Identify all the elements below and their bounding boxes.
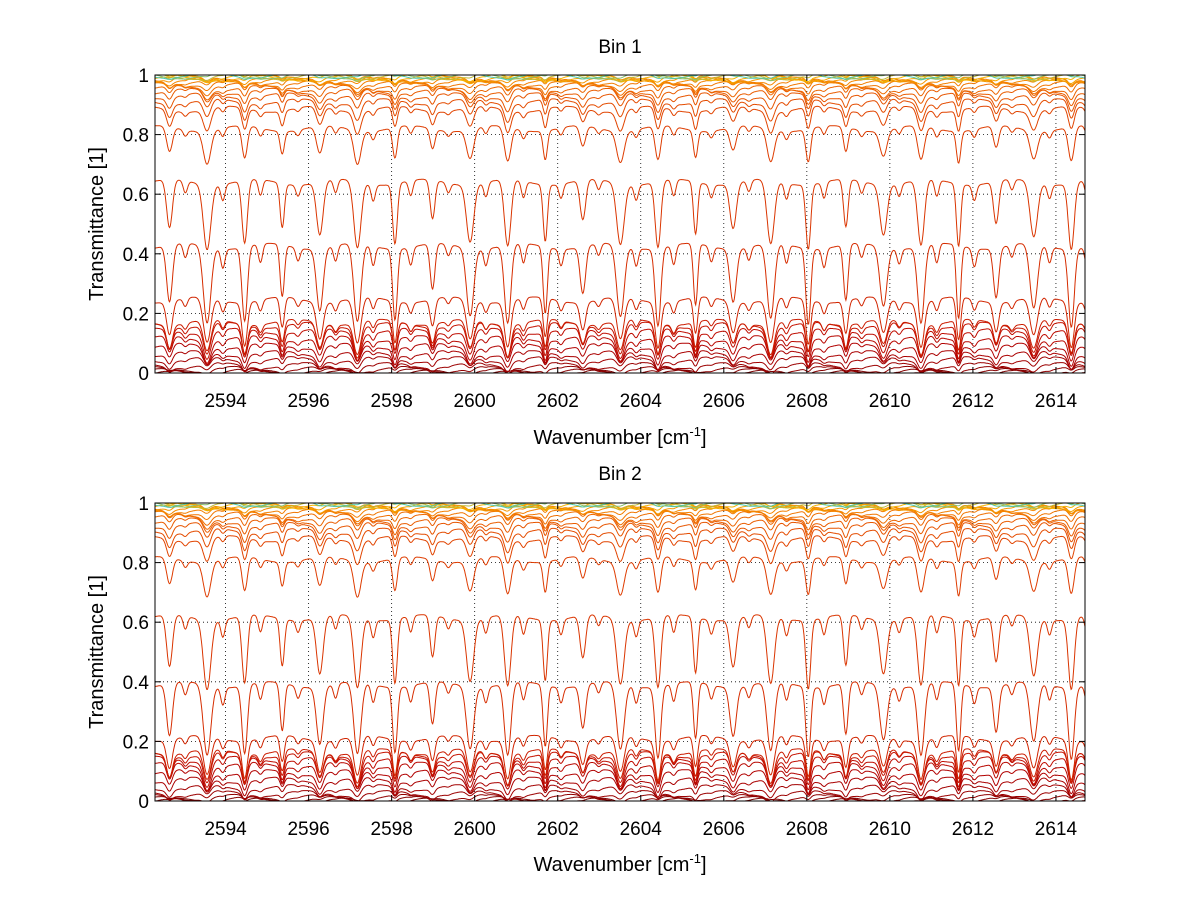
x-tick-label: 2602 xyxy=(537,819,579,840)
x-tick-label: 2608 xyxy=(786,391,828,412)
x-tick-label: 2606 xyxy=(703,391,745,412)
series-line xyxy=(154,751,1086,788)
x-tick-label: 2598 xyxy=(371,819,413,840)
x-axis-label-main: Wavenumber [cm xyxy=(533,854,689,876)
x-tick-label: 2596 xyxy=(287,391,329,412)
series-line xyxy=(154,784,1086,801)
series-line xyxy=(154,105,1086,135)
y-tick-label: 0.2 xyxy=(123,732,149,753)
series-line xyxy=(154,335,1086,364)
series-line xyxy=(154,242,1086,329)
x-tick-label: 2596 xyxy=(287,819,329,840)
series-line xyxy=(155,503,1085,515)
series-line xyxy=(154,681,1086,761)
chart-title: Bin 2 xyxy=(598,464,641,485)
x-tick-label: 2608 xyxy=(786,819,828,840)
x-tick-label: 2600 xyxy=(454,391,496,412)
series-line xyxy=(154,84,1086,102)
series-line xyxy=(154,769,1086,795)
x-tick-label: 2602 xyxy=(537,391,579,412)
y-tick-label: 0.8 xyxy=(123,126,149,147)
x-tick-label: 2614 xyxy=(1035,819,1078,840)
subplot-bin-2: Bin 2 2594 2596 2598 2600 2602 2604 2606 2608 26… xyxy=(86,464,1086,876)
series-line xyxy=(154,321,1086,359)
series-line xyxy=(154,362,1086,374)
x-tick-label: 2610 xyxy=(869,391,911,412)
x-tick-label: 2598 xyxy=(371,391,413,412)
series-line xyxy=(154,527,1086,554)
series-line xyxy=(154,318,1086,359)
y-tick-label: 0.2 xyxy=(123,304,149,325)
series-line xyxy=(154,356,1086,373)
series-line xyxy=(154,78,1086,91)
series-line xyxy=(155,734,1086,782)
y-ticks: 0 0.2 0.4 0.6 0.8 1 xyxy=(123,66,1085,385)
x-axis-label-superscript: -1 xyxy=(689,424,701,439)
x-ticks: 2594 2596 2598 2600 2602 2604 2606 2608 2610 2612… xyxy=(204,503,1077,840)
series-line xyxy=(155,92,1086,114)
x-axis-label-end: ] xyxy=(701,427,707,449)
x-axis-label-end: ] xyxy=(701,854,707,876)
x-tick-label: 2604 xyxy=(620,819,663,840)
series-line xyxy=(155,776,1086,798)
x-tick-label: 2594 xyxy=(204,819,247,840)
y-tick-label: 0.6 xyxy=(123,613,149,634)
series-line xyxy=(155,556,1086,598)
subplot-bin-1: Bin 1 2594 2596 2598 2600 2602 2604 2606 2608 26… xyxy=(86,37,1086,449)
series-line xyxy=(154,535,1086,566)
series-line xyxy=(155,755,1086,789)
series-line xyxy=(154,517,1086,537)
series-line xyxy=(155,350,1086,371)
x-axis-label: Wavenumber [cm-1] xyxy=(533,851,706,876)
series-line xyxy=(155,296,1086,350)
series-line xyxy=(155,521,1086,544)
x-axis-label-main: Wavenumber [cm xyxy=(533,427,689,449)
series-line xyxy=(154,81,1086,97)
x-tick-label: 2604 xyxy=(620,391,663,412)
y-tick-label: 0 xyxy=(138,364,149,385)
x-tick-label: 2612 xyxy=(952,391,994,412)
x-ticks: 2594 2596 2598 2600 2602 2604 2606 2608 2610 2612… xyxy=(204,75,1077,412)
series-line xyxy=(154,748,1086,787)
series-line xyxy=(154,98,1086,123)
series-line xyxy=(155,125,1086,166)
chart-title: Bin 1 xyxy=(598,37,641,58)
series-line xyxy=(155,327,1086,361)
y-tick-label: 0 xyxy=(138,792,149,813)
series-line xyxy=(154,513,1086,531)
y-axis-label: Transmittance [1] xyxy=(86,147,108,301)
y-axis-label: Transmittance [1] xyxy=(86,575,108,729)
series-line xyxy=(154,178,1086,251)
y-tick-label: 0.4 xyxy=(123,245,150,266)
plot-area-border xyxy=(154,74,1086,374)
x-tick-label: 2612 xyxy=(952,819,994,840)
y-ticks: 0 0.2 0.4 0.6 0.8 1 xyxy=(123,494,1085,813)
x-axis-label-superscript: -1 xyxy=(689,851,701,866)
plot-area-border xyxy=(154,502,1086,802)
x-tick-label: 2606 xyxy=(703,819,745,840)
series-line xyxy=(154,506,1086,519)
y-tick-label: 0.4 xyxy=(123,673,150,694)
x-tick-label: 2594 xyxy=(204,391,247,412)
series-line xyxy=(154,761,1086,792)
y-tick-label: 0.6 xyxy=(123,185,149,206)
x-tick-label: 2600 xyxy=(454,819,496,840)
y-tick-label: 1 xyxy=(138,494,149,515)
x-tick-label: 2614 xyxy=(1035,391,1078,412)
y-tick-label: 1 xyxy=(138,66,149,87)
x-axis-label: Wavenumber [cm-1] xyxy=(533,424,706,449)
y-tick-label: 0.8 xyxy=(123,554,149,575)
series-line xyxy=(154,790,1086,802)
x-tick-label: 2610 xyxy=(869,819,911,840)
series-line xyxy=(154,342,1086,367)
series-line xyxy=(154,614,1086,691)
series-line xyxy=(155,87,1086,107)
